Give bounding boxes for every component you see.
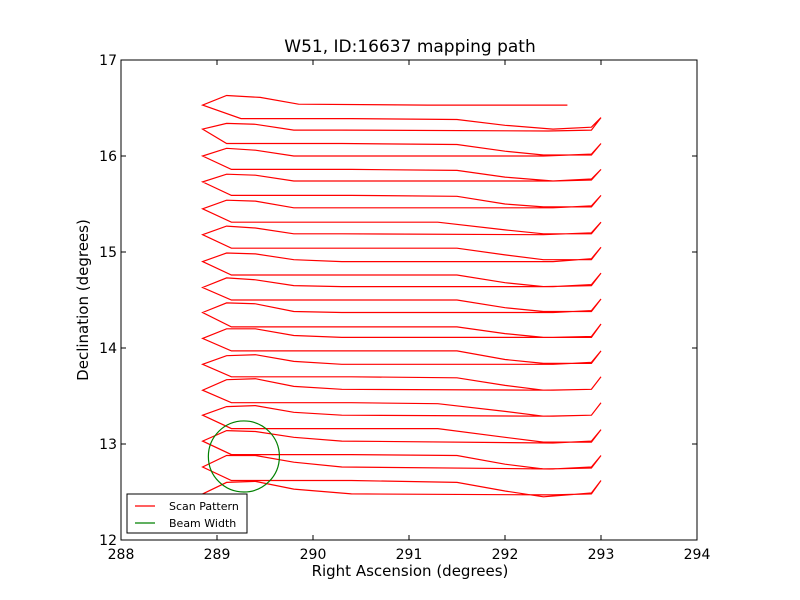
y-tick-label: 16 bbox=[99, 149, 117, 165]
y-axis: 12 13 14 15 16 17 bbox=[99, 53, 697, 549]
legend-label-scan-pattern: Scan Pattern bbox=[169, 500, 239, 513]
x-axis: 288 289 290 291 292 293 294 bbox=[108, 60, 711, 563]
legend-box bbox=[126, 493, 248, 534]
y-tick-label: 17 bbox=[99, 53, 117, 69]
x-tick-label: 291 bbox=[396, 547, 423, 563]
chart-title: W51, ID:16637 mapping path bbox=[284, 37, 535, 57]
series-beam-width-circle bbox=[207, 420, 281, 493]
legend-label-beam-width: Beam Width bbox=[169, 517, 236, 530]
y-axis-label: Declination (degrees) bbox=[74, 219, 92, 381]
legend: Scan Pattern Beam Width bbox=[126, 493, 248, 534]
series-scan-pattern-line bbox=[200, 94, 602, 498]
y-tick-label: 12 bbox=[99, 533, 117, 549]
y-tick-label: 15 bbox=[99, 245, 117, 261]
x-tick-label: 293 bbox=[588, 547, 615, 563]
y-tick-label: 14 bbox=[99, 341, 117, 357]
x-tick-label: 292 bbox=[492, 547, 519, 563]
x-tick-label: 288 bbox=[108, 547, 135, 563]
x-tick-label: 290 bbox=[300, 547, 327, 563]
plot-area bbox=[120, 59, 698, 541]
x-tick-label: 289 bbox=[204, 547, 231, 563]
x-axis-label: Right Ascension (degrees) bbox=[312, 562, 509, 580]
y-tick-label: 13 bbox=[99, 437, 117, 453]
series-layer bbox=[200, 94, 602, 498]
x-tick-label: 294 bbox=[684, 547, 711, 563]
